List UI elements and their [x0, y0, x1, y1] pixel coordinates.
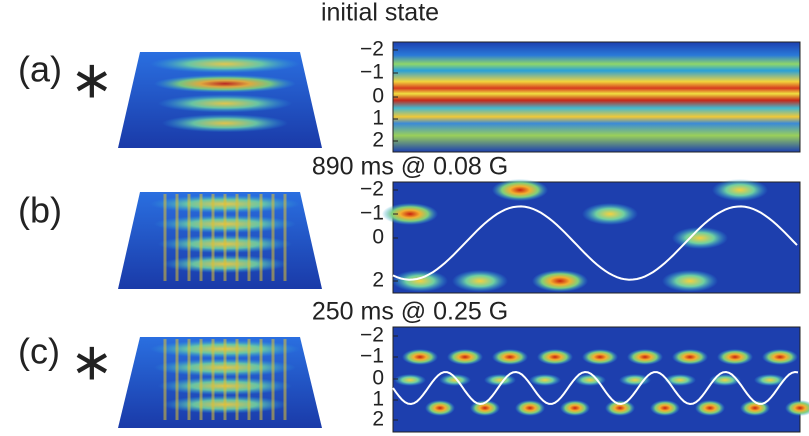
panel-marker: ∗: [70, 52, 114, 110]
surface-band: [150, 55, 300, 73]
heatmap-spot: [650, 400, 680, 416]
heatmap-spot: [582, 203, 638, 225]
panel-label: (b): [18, 190, 62, 231]
surface-band: [158, 95, 292, 113]
heatmap-spot: [537, 349, 573, 365]
heatmap-spot: [560, 400, 590, 416]
heatmap-spot: [515, 400, 545, 416]
heatmap-spot: [425, 400, 455, 416]
heatmap-spot: [712, 179, 768, 201]
heatmap-spot: [619, 374, 651, 386]
panel-label: (a): [18, 49, 62, 90]
y-tick-label: −1: [360, 61, 384, 84]
heatmap-spot: [664, 374, 696, 386]
panel-marker: ∗: [70, 334, 114, 392]
y-tick-label: 2: [372, 269, 384, 292]
heatmap-spot: [762, 349, 798, 365]
figure: initial state(a)∗−2−1012890 ms @ 0.08 G(…: [0, 0, 809, 436]
heatmap-spot: [492, 349, 528, 365]
y-tick-label: −2: [360, 178, 384, 201]
panel-title: 890 ms @ 0.08 G: [312, 153, 508, 181]
y-tick-label: 2: [372, 129, 384, 152]
heatmap-spot: [492, 179, 548, 201]
heatmap-spot: [394, 374, 426, 386]
heatmap-spot: [532, 270, 588, 292]
panel-label: (c): [18, 331, 60, 372]
heatmap-spot: [452, 270, 508, 292]
panel-title: 250 ms @ 0.25 G: [312, 298, 508, 326]
heatmap-spot: [402, 349, 438, 365]
y-tick-label: 0: [372, 367, 384, 390]
y-tick-label: 1: [372, 107, 384, 130]
heatmap-spot: [447, 349, 483, 365]
heatmap-spot: [672, 349, 708, 365]
heatmap-spot: [662, 270, 718, 292]
y-tick-label: −1: [360, 202, 384, 225]
surface-band: [162, 114, 288, 132]
heatmap-spot: [695, 400, 725, 416]
y-tick-label: 0: [372, 85, 384, 108]
surface-band: [154, 75, 296, 93]
heatmap-spot: [627, 349, 663, 365]
heatmap-spot: [392, 270, 448, 292]
heatmap-spot: [717, 349, 753, 365]
heatmap-spot: [439, 374, 471, 386]
y-tick-label: 2: [372, 408, 384, 431]
panel-title: initial state: [321, 0, 439, 27]
y-tick-label: 0: [372, 226, 384, 249]
y-tick-label: −2: [360, 38, 384, 61]
heatmap-spot: [672, 227, 728, 249]
heatmap-spot: [605, 400, 635, 416]
heatmap-spot: [382, 203, 438, 225]
y-tick-label: −2: [360, 324, 384, 347]
heatmap-bg: [393, 42, 800, 152]
heatmap-spot: [529, 374, 561, 386]
heatmap-spot: [582, 349, 618, 365]
y-tick-label: −1: [360, 345, 384, 368]
